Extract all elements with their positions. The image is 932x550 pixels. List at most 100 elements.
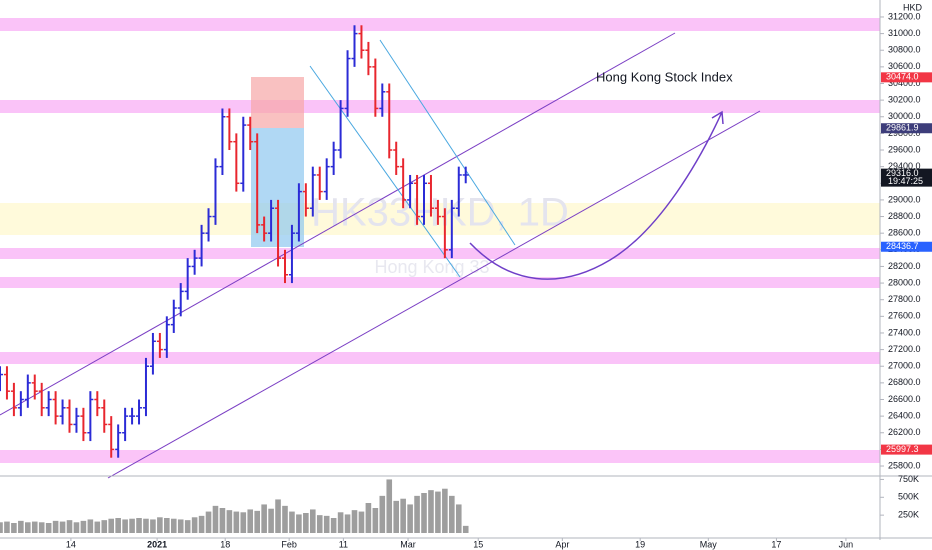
trend-line — [0, 32, 676, 416]
volume-bar — [323, 515, 330, 533]
x-tick-label: Apr — [555, 539, 569, 549]
volume-bar — [25, 522, 31, 533]
volume-bar — [115, 518, 121, 533]
watermark: HK33HKD, 1D — [311, 191, 569, 235]
y-tick-label: 30800.0 — [888, 45, 921, 55]
volume-bar — [66, 520, 73, 533]
volume-bar — [254, 510, 260, 533]
zone — [0, 352, 880, 364]
volume-bar — [316, 515, 323, 533]
x-tick-label: 11 — [339, 539, 348, 549]
volume-bar — [365, 503, 372, 533]
volume-bar — [73, 522, 80, 533]
y-tick-label: 29000.0 — [888, 194, 921, 204]
channel-line — [379, 39, 516, 246]
volume-bar — [143, 518, 149, 533]
volume-bar — [414, 495, 420, 533]
y-tick-label: 27200.0 — [888, 344, 921, 354]
volume-bar — [344, 514, 351, 533]
volume-bar — [428, 490, 434, 533]
annotation: Hong Kong Stock Index — [596, 69, 733, 84]
volume-bar — [462, 525, 469, 533]
volume-bar — [449, 495, 455, 533]
volume-bar — [379, 495, 386, 533]
volume-bar — [282, 505, 288, 533]
x-tick-label: 15 — [473, 539, 483, 549]
volume-bar — [122, 519, 128, 533]
x-tick-label: 14 — [66, 539, 76, 549]
countdown: 19:47:25 — [888, 176, 923, 186]
y-tick-label: 29600.0 — [888, 144, 921, 154]
volume-bar — [351, 510, 358, 533]
volume-bar — [101, 520, 108, 533]
volume-bar — [45, 523, 52, 533]
volume-bar — [330, 518, 337, 533]
volume-bar — [372, 508, 379, 533]
price-marker — [881, 241, 932, 252]
y-tick-label: 28000.0 — [888, 277, 921, 287]
volume-bar — [309, 509, 316, 533]
y-tick-label: 30000.0 — [888, 111, 921, 121]
volume-bar — [136, 518, 142, 533]
zone — [0, 277, 880, 288]
volume-bar — [38, 522, 45, 533]
volume-bar — [337, 512, 344, 533]
projection-arrow — [469, 111, 723, 280]
volume-bar — [212, 505, 219, 533]
price-marker-label: 25997.3 — [886, 444, 919, 454]
y-tick-label: 27800.0 — [888, 294, 921, 304]
volume-bar — [296, 514, 302, 533]
v-tick-label: 250K — [898, 510, 919, 520]
x-tick-label: 18 — [220, 539, 230, 549]
volume-bar — [0, 522, 3, 533]
volume-bar — [261, 504, 267, 533]
volume-bar — [289, 511, 295, 533]
volume-bar — [400, 498, 406, 533]
price-marker — [881, 123, 932, 134]
zones — [0, 18, 880, 463]
volume-bar — [170, 518, 177, 533]
stop-box — [251, 77, 304, 128]
volume-bar — [247, 509, 254, 533]
volume-bar — [198, 515, 205, 533]
volume-bar — [184, 520, 191, 533]
y-tick-label: 27000.0 — [888, 361, 921, 371]
zone — [0, 450, 880, 463]
volume-bar — [164, 518, 170, 533]
volume-bar — [240, 512, 247, 533]
y-tick-label: 31000.0 — [888, 28, 921, 38]
y-tick-label: 26600.0 — [888, 394, 921, 404]
x-tick-label: 19 — [635, 539, 645, 549]
x-tick-label: Mar — [400, 539, 416, 549]
volume-bar — [421, 493, 427, 533]
volume-bar — [233, 511, 240, 533]
trend-line — [107, 110, 761, 479]
x-tick-label: May — [700, 539, 718, 549]
price-marker — [881, 444, 932, 455]
x-tick-label: Feb — [281, 539, 297, 549]
y-tick-label: 27400.0 — [888, 327, 921, 337]
volume-bar — [87, 519, 94, 533]
price-marker-label: 29316.0 — [886, 168, 919, 178]
v-tick-label: 750K — [898, 474, 919, 484]
y-tick-label: 30600.0 — [888, 61, 921, 71]
price-marker — [881, 72, 932, 83]
volume-bar — [80, 520, 87, 533]
y-tick-label: 30200.0 — [888, 94, 921, 104]
y-tick-label: 31200.0 — [888, 11, 921, 21]
volume-bar — [205, 511, 212, 533]
volume-bar — [219, 508, 226, 533]
y-tick-label: 28800.0 — [888, 211, 921, 221]
y-tick-label: 25800.0 — [888, 460, 921, 470]
zone — [0, 248, 880, 259]
volume-bar — [108, 518, 115, 533]
x-tick-label: 17 — [771, 539, 781, 549]
y-tick-label: 29400.0 — [888, 161, 921, 171]
volume-bar — [18, 520, 24, 533]
watermark-sub: Hong Kong 33 — [374, 257, 489, 277]
price-marker-label: 30474.0 — [886, 72, 919, 82]
volume-bar — [303, 513, 309, 533]
price-marker-label: 28436.7 — [886, 241, 919, 251]
